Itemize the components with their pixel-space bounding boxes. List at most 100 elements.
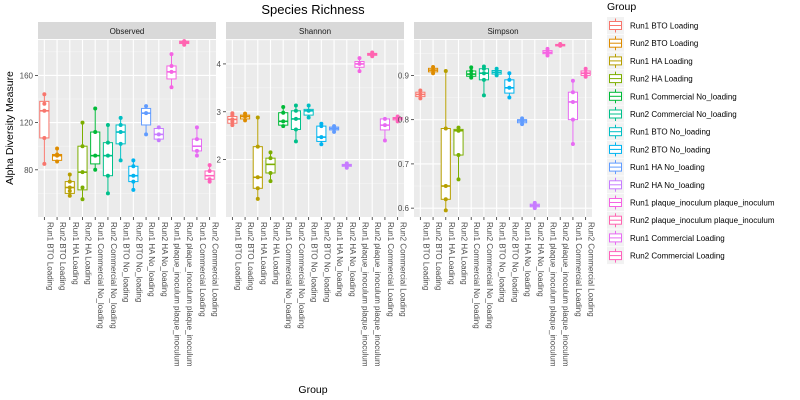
data-point (80, 185, 85, 190)
legend-label: Run1 HA Loading (630, 57, 693, 66)
y-tick-label: 0.7 (398, 160, 410, 169)
chart-title: Species Richness (261, 2, 365, 17)
data-point (169, 85, 174, 90)
legend-item: Run2 plaque_inoculum plaque_inoculum (607, 211, 775, 229)
facet-observed: Observed 80 120 160 Run1 BTO Loading Run2 BTO… (20, 22, 220, 367)
data-point (418, 88, 423, 93)
data-point (545, 46, 550, 51)
box-8 (328, 124, 340, 134)
data-point (319, 142, 324, 147)
box-1 (239, 111, 251, 123)
x-tick-label: Run1 HA Loading (71, 222, 80, 285)
data-point (67, 189, 72, 194)
data-point (293, 103, 298, 108)
x-axis-title: Group (298, 384, 327, 396)
box-4 (278, 104, 289, 129)
data-point (281, 124, 286, 129)
x-tick-label: Run2 BTO Loading (58, 222, 67, 290)
data-point (494, 70, 499, 75)
data-point (243, 111, 248, 116)
legend-label: Run2 BTO Loading (630, 39, 698, 48)
box-iqr (77, 145, 88, 191)
data-point (255, 186, 260, 191)
data-point (169, 63, 174, 68)
legend-item: Run1 plaque_inoculum plaque_inoculum (607, 194, 775, 211)
legend-item: Run2 Commercial Loading (607, 247, 725, 265)
data-point (418, 96, 423, 101)
y-tick-label: 80 (24, 166, 33, 175)
x-tick-label: Run2 BTO No_loading (510, 222, 519, 302)
data-point (105, 191, 110, 196)
data-point (144, 132, 149, 137)
data-point (243, 118, 248, 123)
data-point (481, 77, 486, 82)
x-tick-label: Run1 BTO No_loading (122, 222, 131, 302)
data-point (194, 125, 199, 130)
data-point (169, 52, 174, 57)
data-point (67, 179, 72, 184)
box-7 (128, 158, 139, 192)
box-5 (290, 103, 302, 144)
x-tick-label: Run1 plaque_inoculum plaque_inoculum (173, 222, 182, 367)
legend-label: Run1 plaque_inoculum plaque_inoculum (630, 199, 775, 208)
data-point (80, 120, 85, 125)
data-point (230, 111, 235, 116)
data-point (67, 185, 72, 190)
data-point (207, 163, 212, 168)
data-point (131, 173, 136, 178)
box-iqr (316, 125, 327, 142)
data-point (80, 170, 85, 175)
legend-item: Run2 HA No_loading (607, 176, 705, 194)
x-tick-label: Run2 BTO Loading (246, 222, 255, 290)
data-point (293, 116, 298, 121)
data-point (42, 135, 47, 140)
data-point (55, 146, 60, 151)
data-point (306, 108, 311, 113)
data-point (494, 73, 499, 78)
data-point (431, 64, 436, 69)
data-point (443, 184, 448, 189)
x-tick-label: Run1 Commercial Loading (198, 222, 207, 317)
data-point (255, 144, 260, 149)
data-point (520, 122, 525, 127)
data-point (443, 197, 448, 202)
x-tick-label: Run1 Commercial No_loading (284, 222, 293, 329)
data-point (131, 158, 136, 163)
data-point (469, 65, 474, 70)
box-12 (567, 78, 579, 146)
box-7 (316, 121, 327, 147)
box-1 (51, 146, 63, 164)
box-11 (555, 41, 566, 48)
data-point (382, 138, 387, 143)
box-0 (39, 92, 50, 166)
box-iqr (115, 124, 126, 145)
box-8 (516, 116, 528, 127)
data-point (469, 68, 474, 73)
data-point (344, 161, 349, 166)
box-iqr (39, 100, 50, 139)
data-point (370, 50, 375, 55)
data-point (583, 71, 588, 76)
data-point (194, 148, 199, 153)
panel-background (414, 40, 592, 217)
x-tick-label: Run2 HA No_loading (536, 222, 545, 297)
legend-item: Run2 BTO No_loading (607, 140, 710, 158)
x-tick-label: Run2 plaque_inoculum plaque_inoculum (185, 222, 194, 367)
facet-panels: Observed 80 120 160 Run1 BTO Loading Run2 BTO… (20, 22, 596, 367)
data-point (443, 208, 448, 213)
data-point (545, 53, 550, 58)
box-9 (529, 200, 540, 211)
box-8 (140, 104, 152, 137)
box-2 (64, 172, 75, 198)
data-point (131, 179, 136, 184)
y-tick-label: 3 (217, 108, 222, 117)
y-tick-label: 2 (217, 156, 222, 165)
data-point (207, 168, 212, 173)
legend-title: Group (607, 1, 636, 13)
data-point (194, 153, 199, 158)
x-tick-label: Run1 HA No_loading (335, 222, 344, 297)
data-point (382, 116, 387, 121)
legend-item: Run1 BTO No_loading (607, 123, 710, 141)
data-point (281, 104, 286, 109)
legend-item: Run1 BTO Loading (607, 17, 698, 34)
